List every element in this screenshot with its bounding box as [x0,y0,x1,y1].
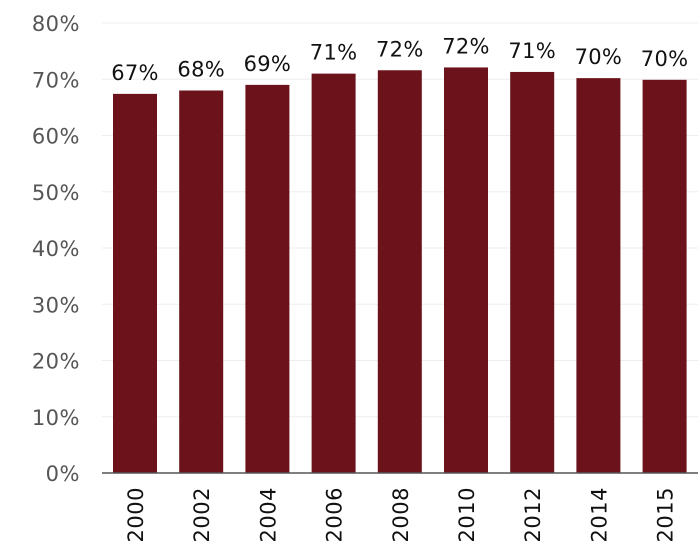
y-tick-label: 70% [32,68,80,92]
x-tick-label: 2015 [654,487,678,542]
y-tick-label: 50% [32,181,80,205]
bar [377,70,422,473]
data-label: 71% [508,39,556,63]
data-label: 72% [376,37,424,61]
x-tick-label: 2012 [521,487,545,542]
data-label: 69% [244,52,292,76]
bar [444,67,488,473]
y-tick-labels: 0% 10% 20% 30% 40% 50% 60% 70% 80% [32,12,80,486]
bar [113,93,157,473]
data-labels: 67% 68% 69% 71% 72% 72% 71% 70% 70% [111,34,688,84]
x-tick-label: 2006 [323,487,347,542]
bar [311,73,356,473]
bar [245,84,290,473]
x-tick-label: 2008 [389,487,413,542]
y-tick-label: 60% [32,125,80,149]
data-label: 70% [575,45,623,69]
data-label: 67% [111,61,159,85]
x-tick-label: 2014 [587,487,611,542]
y-tick-label: 0% [46,462,80,486]
data-label: 71% [310,41,358,65]
y-tick-label: 30% [32,293,80,317]
data-label: 70% [641,47,689,71]
x-tick-label: 2000 [124,487,148,542]
data-label: 68% [177,58,225,82]
bar [576,78,621,473]
y-tick-label: 20% [32,350,80,374]
bar [642,79,687,473]
data-label: 72% [442,34,490,58]
y-tick-label: 10% [32,406,80,430]
x-tick-label: 2002 [190,487,214,542]
x-tick-labels: 2000 2002 2004 2006 2008 2010 2012 2014 2015 [124,487,678,542]
bar [179,90,224,473]
x-tick-label: 2010 [455,487,479,542]
y-tick-label: 40% [32,237,80,261]
y-tick-label: 80% [32,12,80,36]
bars [113,67,687,473]
x-tick-label: 2004 [256,487,280,542]
bar [510,71,555,473]
